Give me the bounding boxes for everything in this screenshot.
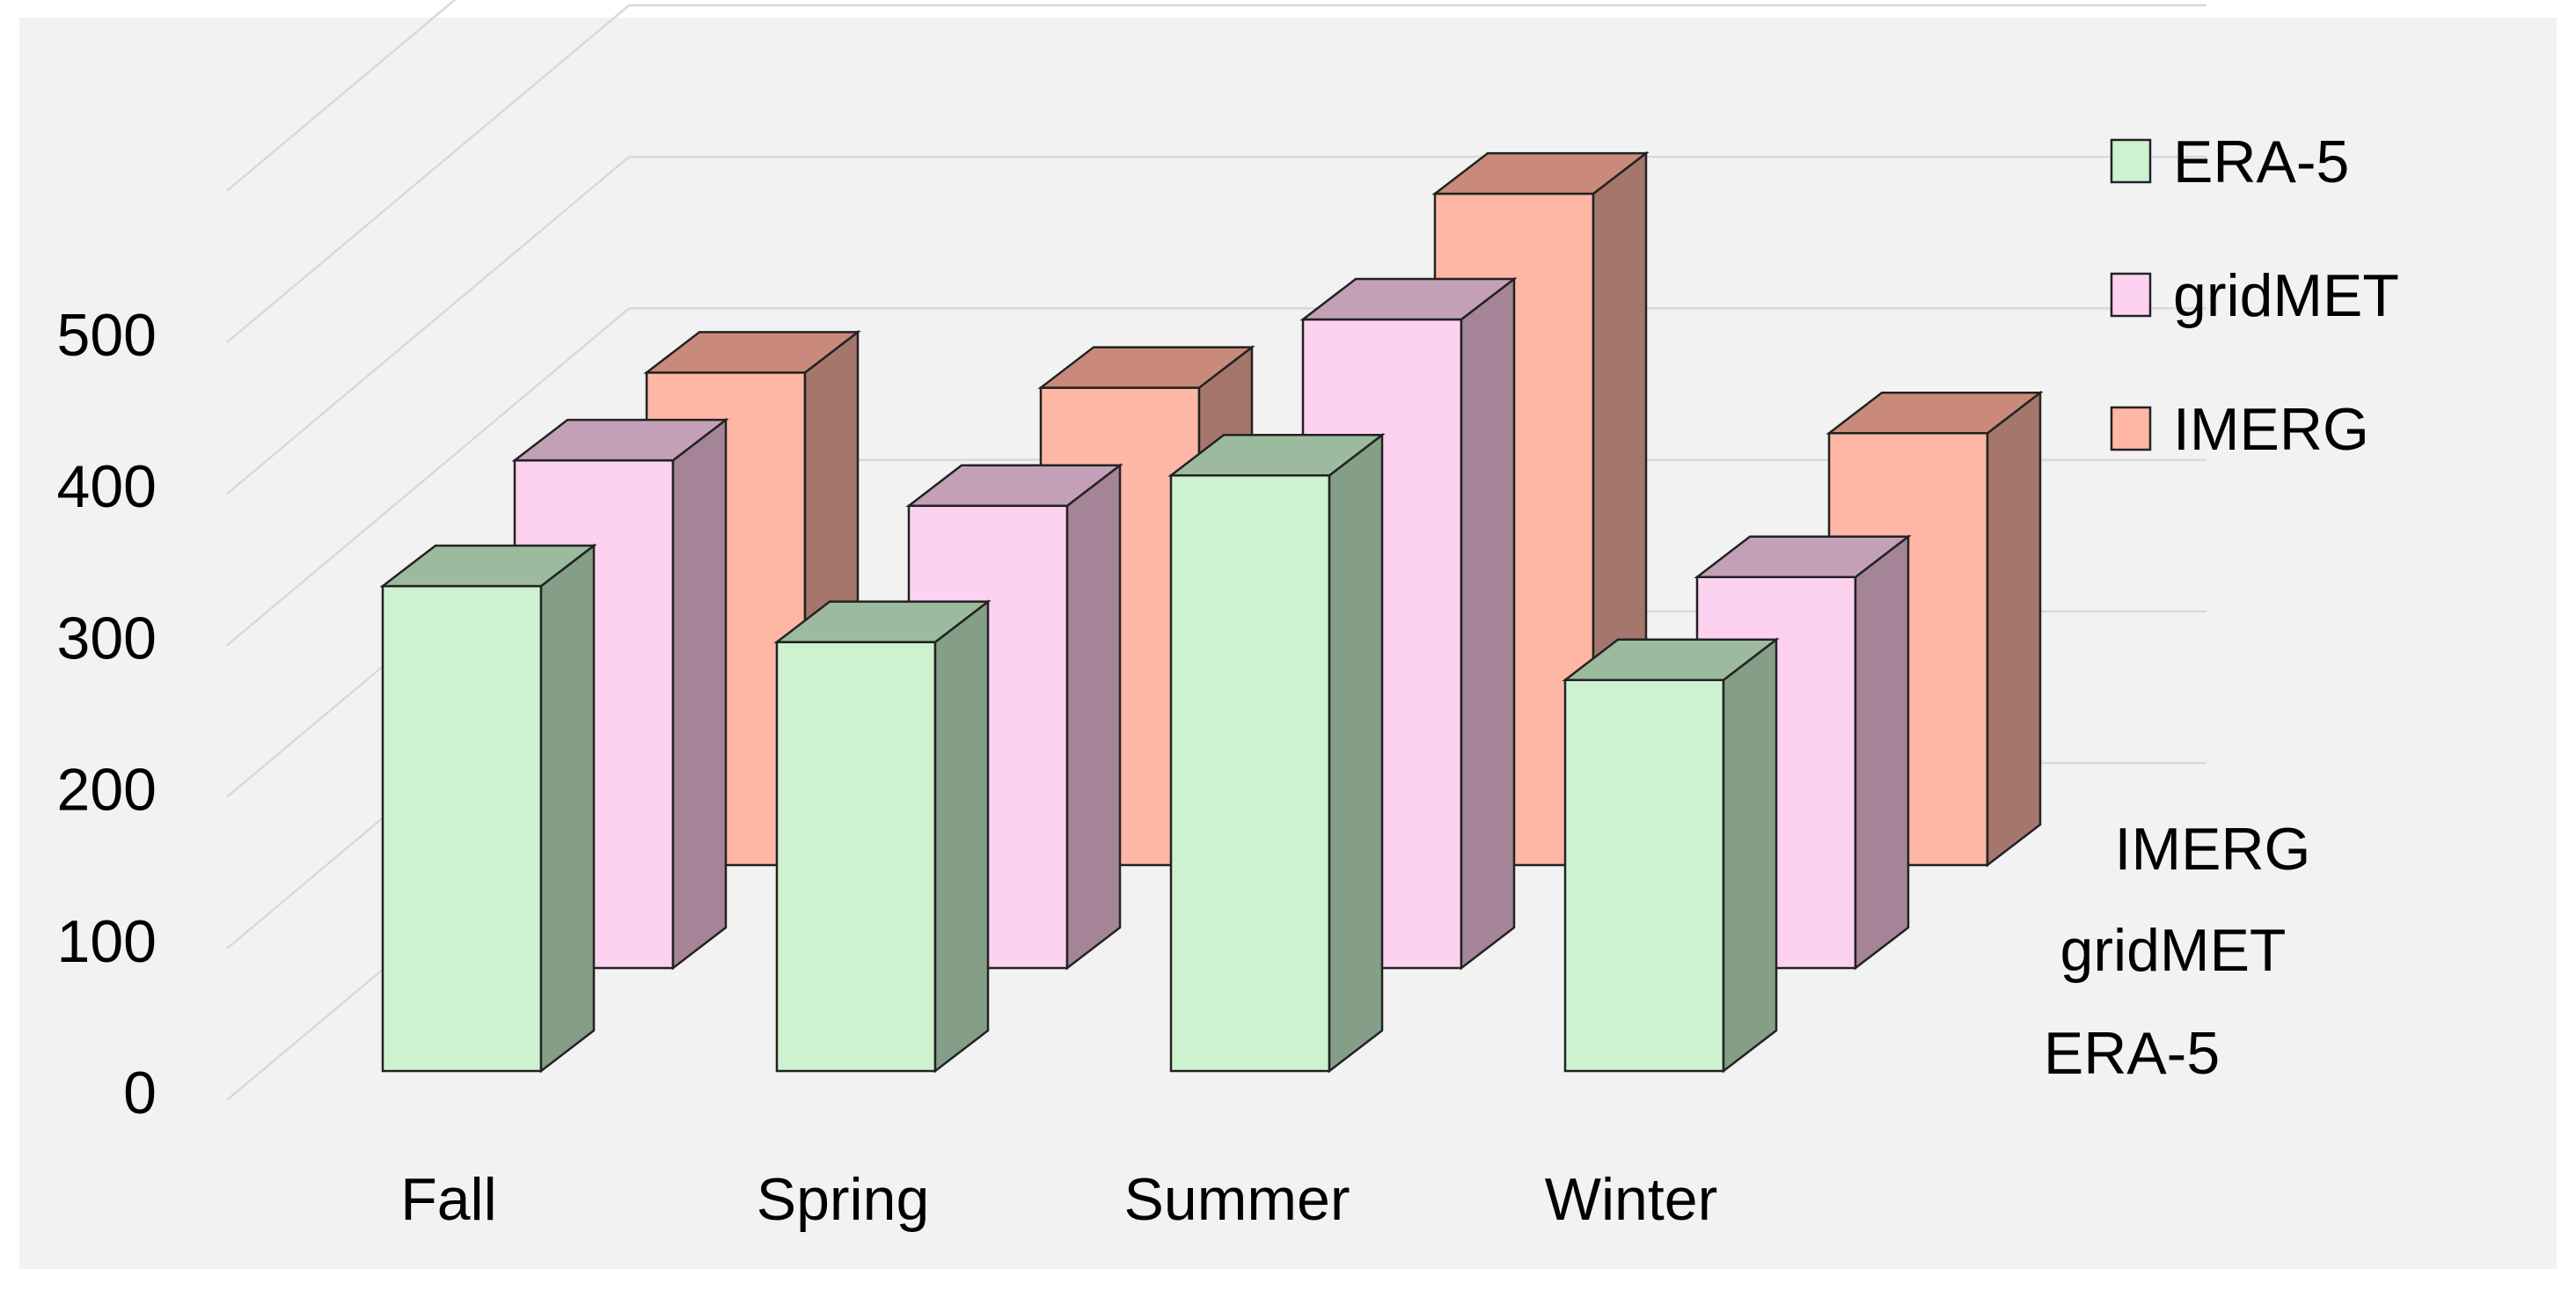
bar-top xyxy=(643,331,861,374)
gridline-side xyxy=(226,307,630,647)
bar-side xyxy=(539,543,596,1074)
legend-label: gridMET xyxy=(2173,262,2399,329)
bar-top xyxy=(511,418,729,462)
y-tick-label: 0 xyxy=(123,1060,157,1126)
bar xyxy=(1167,432,1386,1074)
bar-side xyxy=(1328,432,1384,1074)
bar-top xyxy=(905,464,1123,508)
x-tick-label: Spring xyxy=(757,1166,930,1233)
depth-axis-label: ERA-5 xyxy=(2044,1020,2220,1087)
bar-top xyxy=(1037,346,1255,389)
bar-top xyxy=(1694,535,1912,578)
depth-axis-labels: ERA-5 gridMET IMERG xyxy=(2044,816,2311,1087)
y-tick-label: 100 xyxy=(57,908,157,975)
x-tick-label: Summer xyxy=(1124,1166,1350,1233)
gridline-side xyxy=(226,0,457,192)
bar-top xyxy=(1562,638,1780,681)
bar-side xyxy=(671,417,728,971)
bar xyxy=(379,543,597,1074)
bar-top xyxy=(1826,391,2044,435)
y-tick-label: 500 xyxy=(57,302,157,369)
legend-swatch xyxy=(2110,272,2152,318)
bar-side xyxy=(1986,390,2042,868)
bar-front xyxy=(1169,474,1331,1073)
bar-front xyxy=(381,584,543,1073)
bar-side xyxy=(1065,463,1122,971)
bar-front xyxy=(1563,679,1725,1073)
legend-item: gridMET xyxy=(2110,262,2399,329)
legend-item: ERA-5 xyxy=(2110,128,2349,195)
bar-side xyxy=(1722,637,1778,1074)
legend-swatch xyxy=(2110,406,2152,451)
bar-side xyxy=(1854,534,1910,971)
y-tick-label: 400 xyxy=(57,453,157,520)
series-era-5 xyxy=(379,432,1780,1074)
bar-side xyxy=(1460,276,1516,971)
bar-top xyxy=(1299,277,1518,321)
gridline-side xyxy=(226,4,630,343)
legend-swatch xyxy=(2110,138,2152,184)
x-axis-ticks: Fall Spring Summer Winter xyxy=(400,1166,1717,1233)
bar xyxy=(773,599,992,1074)
y-axis-ticks: 0 100 200 300 400 500 xyxy=(57,302,157,1126)
bar-top xyxy=(1431,151,1650,195)
bar-front xyxy=(775,641,937,1073)
legend-label: IMERG xyxy=(2173,396,2369,463)
y-tick-label: 200 xyxy=(57,757,157,824)
x-tick-label: Winter xyxy=(1545,1166,1717,1233)
legend-label: ERA-5 xyxy=(2173,128,2349,195)
bar-top xyxy=(379,544,597,588)
bar-top xyxy=(1167,434,1386,477)
bar xyxy=(1562,637,1780,1074)
legend-item: IMERG xyxy=(2110,396,2369,463)
gridline-side xyxy=(226,156,630,495)
bars xyxy=(379,150,2044,1074)
y-tick-label: 300 xyxy=(57,605,157,671)
bar-side xyxy=(933,599,990,1074)
depth-axis-label: IMERG xyxy=(2115,816,2311,883)
legend: ERA-5 gridMET IMERG xyxy=(2110,128,2399,463)
x-tick-label: Fall xyxy=(400,1166,497,1233)
depth-axis-label: gridMET xyxy=(2060,917,2287,984)
bar-top xyxy=(773,600,992,643)
